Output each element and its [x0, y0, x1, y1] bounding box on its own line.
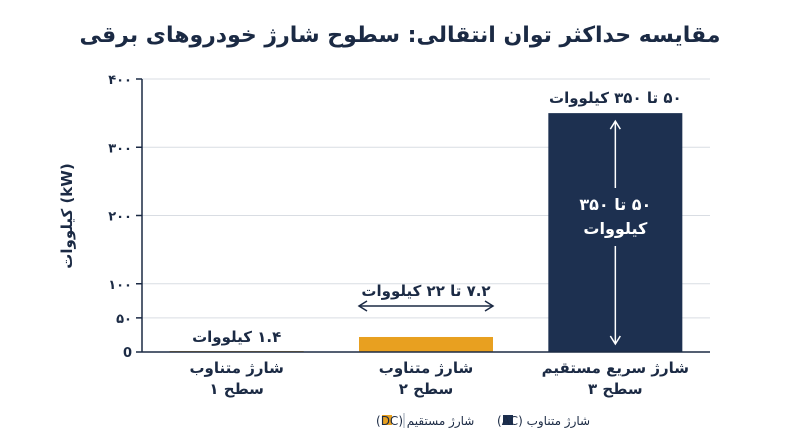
legend-label: شارژ متناوب (AC) [497, 414, 590, 429]
arrow-head-left [357, 300, 368, 312]
bars-layer: ۱.۴ کیلووات ۷.۲ تا ۲۲ کیلووات ۵۰ تا ۳۵۰ کی… [169, 89, 683, 352]
data-label: ۵۰ تا ۳۵۰ کیلووات [549, 89, 682, 107]
x-tick-label: سطح ۱ [209, 380, 264, 398]
arrow-head-up [609, 119, 621, 130]
x-tick-label: شارژ سریع مستقیم [542, 359, 689, 377]
legend-swatch [503, 415, 513, 425]
axis-layer: 0 ۵۰ ۱۰۰ ۲۰۰ ۳۰۰ ۴۰۰ شارژ متناوب سطح ۱ شارژ متنا… [108, 73, 710, 398]
data-label: ۷.۲ تا ۲۲ کیلووات [361, 282, 490, 300]
y-tick-label: ۴۰۰ [108, 73, 132, 88]
x-tick-label: سطح ۳ [588, 380, 643, 398]
chart-title: مقایسه حداکثر توان انتقالی: سطوح شارژ خو… [80, 23, 721, 48]
y-tick-label: 0 [123, 346, 132, 361]
bar [359, 336, 493, 352]
legend-swatch [382, 415, 392, 425]
y-tick-label: ۱۰۰ [108, 278, 132, 293]
y-tick-label: ۲۰۰ [108, 210, 132, 225]
data-label: ۱.۴ کیلووات [192, 328, 281, 346]
x-tick-label: شارژ متناوب [189, 359, 283, 377]
legend-label: شارژ مستقیم (DC) [376, 414, 474, 429]
y-tick-label: ۳۰۰ [108, 141, 132, 156]
x-tick-label: شارژ متناوب [379, 359, 473, 377]
y-axis-label: (kW) کیلووات [58, 163, 76, 268]
arrow-head-down [609, 335, 621, 346]
x-tick-label: سطح ۲ [399, 380, 454, 398]
legend: شارژ متناوب (AC) شارژ مستقیم (DC) [376, 413, 590, 429]
inner-data-label: ۵۰ تا ۳۵۰ [579, 195, 651, 214]
y-tick-label: ۵۰ [116, 312, 132, 327]
arrow-head-right [484, 300, 495, 312]
inner-data-label: کیلووات [583, 219, 648, 238]
